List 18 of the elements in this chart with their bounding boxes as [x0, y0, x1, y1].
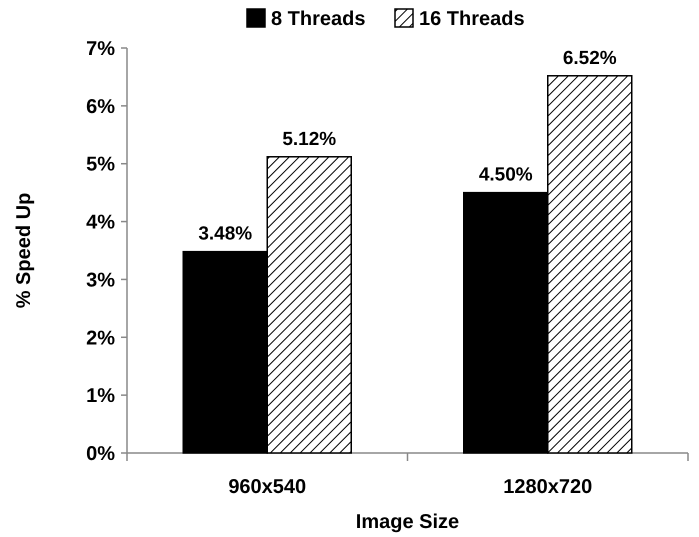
x-tick-label: 960x540 — [228, 476, 306, 498]
data-label: 3.48% — [198, 224, 252, 245]
y-tick-label: 6% — [86, 96, 116, 118]
y-tick-label: 5% — [86, 154, 116, 176]
data-label: 6.52% — [562, 48, 617, 69]
legend-label: 16 Threads — [419, 8, 525, 30]
x-axis-title: Image Size — [356, 511, 460, 533]
y-tick-label: 4% — [86, 212, 116, 234]
y-axis-title: % Speed Up — [13, 192, 35, 308]
y-tick-label: 1% — [86, 385, 116, 408]
data-label: 5.12% — [282, 128, 336, 150]
legend-label: 8 Threads — [271, 8, 366, 30]
y-tick-label: 7% — [86, 38, 116, 60]
x-tick-label: 1280x720 — [503, 476, 592, 498]
y-tick-label: 2% — [86, 327, 116, 350]
data-label: 4.50% — [478, 164, 533, 186]
y-tick-label: 3% — [86, 269, 116, 292]
y-tick-label: 0% — [86, 443, 116, 465]
